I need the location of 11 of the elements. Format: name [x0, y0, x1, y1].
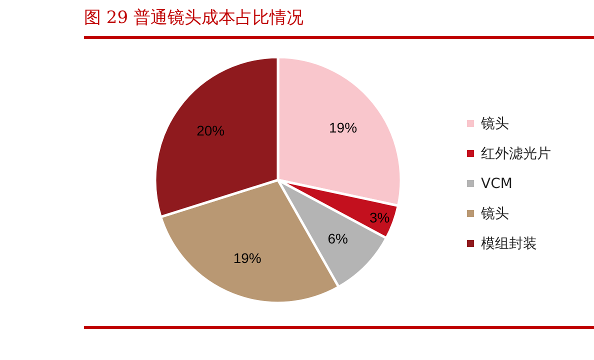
- data-label: 6%: [328, 230, 348, 246]
- data-label: 20%: [196, 122, 225, 139]
- data-label: 19%: [233, 250, 262, 266]
- legend-label: VCM: [481, 176, 512, 192]
- data-label: 19%: [329, 119, 358, 136]
- chart-title: 图 29 普通镜头成本占比情况: [84, 8, 304, 28]
- legend-label: 镜头: [480, 116, 509, 132]
- legend-label: 镜头: [480, 206, 509, 222]
- legend-label: 模组封装: [481, 236, 537, 252]
- data-label: 3%: [370, 209, 390, 226]
- legend-label: 红外滤光片: [481, 146, 551, 162]
